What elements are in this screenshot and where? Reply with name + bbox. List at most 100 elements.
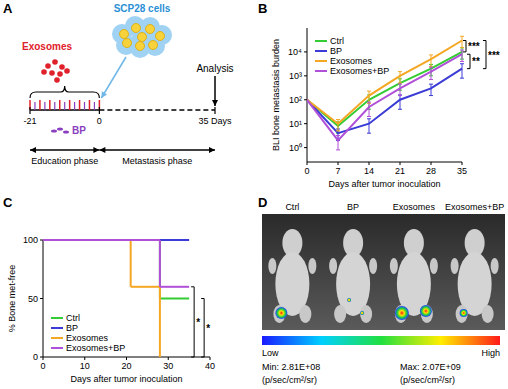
drug-label: BP [72,125,86,136]
mouse-image [390,229,438,323]
error-bar-cap [367,116,371,117]
cell [132,24,141,33]
mouse-arm [491,258,499,274]
group-label: Exosomes+BP [445,202,504,212]
error-bar-line [400,95,401,109]
error-bar [367,91,371,103]
x-tick-label: 30 [163,361,173,371]
analysis-label: Analysis [196,63,233,74]
timeline-tick [214,107,215,114]
x-tick [168,357,169,360]
plot-area [43,240,189,357]
drug-tick [44,102,45,110]
legend-label: BP [66,323,78,333]
colorbar-label: High [481,348,500,358]
significance-label: *** [468,41,480,52]
error-bar [367,119,371,133]
drug-tick [54,102,55,110]
drug-tick [74,102,75,110]
x-tick-label: 21 [395,166,405,176]
cell [123,39,132,48]
mouse-leg [299,305,311,323]
exosome [54,77,60,83]
y-tick-label: 10⁴ [288,47,302,57]
error-bar-cap [429,67,433,68]
cell [136,42,145,51]
drug-tick [84,102,85,110]
legend-swatch [51,337,63,339]
image-background [262,214,505,330]
step-segment [43,239,160,241]
error-bar-cap [429,84,433,85]
error-bar [429,67,433,79]
exosome [57,71,63,77]
drug-tick [64,102,65,110]
x-tick [369,162,370,165]
error-bar-line [462,50,463,61]
error-bar [398,84,402,95]
x-tick-label: 14 [364,166,374,176]
color-bar [262,336,500,345]
x-tick-label: 35 [457,166,467,176]
phase-label: Metastasis phase [122,156,192,166]
x-tick-label: 28 [426,166,436,176]
timeline-label: -21 [23,116,36,126]
y-tick [304,75,307,76]
x-tick-label: 0 [304,166,309,176]
bli-signal [420,305,432,317]
error-bar-cap [336,119,340,120]
mouse-arm [329,258,337,274]
error-bar-cap [429,54,433,55]
mouse-arm [390,258,398,274]
mouse-arm [268,258,276,274]
colorbar-min: Min: 2.81E+08 [262,362,320,372]
injection-tick [49,100,51,110]
brace [30,86,99,98]
phase-arrow [99,147,105,153]
significance-bracket [191,287,194,357]
error-bar-cap [398,71,402,72]
x-tick [462,162,463,165]
error-bar-line [431,55,432,66]
group-label: Ctrl [285,202,299,212]
x-tick [307,162,308,165]
error-bar [429,55,433,66]
mouse-arm [430,258,438,274]
y-tick-label: 100 [23,235,38,245]
x-tick [84,357,85,360]
y-tick-label: 10³ [289,71,302,81]
error-bar-cap [460,47,464,48]
error-bar-line [369,102,370,116]
legend-label: Ctrl [66,313,80,323]
error-bar-line [431,84,432,95]
injection-tick [89,100,91,110]
phase-arrow [209,147,215,153]
exosome [52,59,58,65]
legend-label: Exosomes [330,56,373,66]
colorbar-max: Max: 2.07E+09 [400,362,461,372]
y-tick [40,298,43,299]
bli-signal [275,307,287,319]
x-tick-label: 7 [335,166,340,176]
timeline [99,109,215,111]
error-bar-cap [367,133,371,134]
error-bar [336,119,340,130]
x-tick [126,357,127,360]
step-drop [159,240,161,287]
error-bar-cap [336,135,340,136]
cell [138,33,147,42]
step-segment [43,239,189,241]
exosome [64,68,70,74]
timeline-tick [29,107,30,114]
error-bar-cap [398,83,402,84]
y-tick [304,99,307,100]
legend-label: BP [330,46,342,56]
significance-label: * [206,323,210,334]
group-label: Exosomes [393,202,436,212]
error-bar-cap [460,63,464,64]
timeline-label: 35 Days [198,116,232,126]
legend: CtrlBPExosomesExosomes+BP [315,36,389,76]
x-axis-title: Days after tumor inoculation [70,374,182,384]
error-bar [336,136,340,150]
colorbar-unit: (p/sec/cm²/sr) [262,375,317,385]
